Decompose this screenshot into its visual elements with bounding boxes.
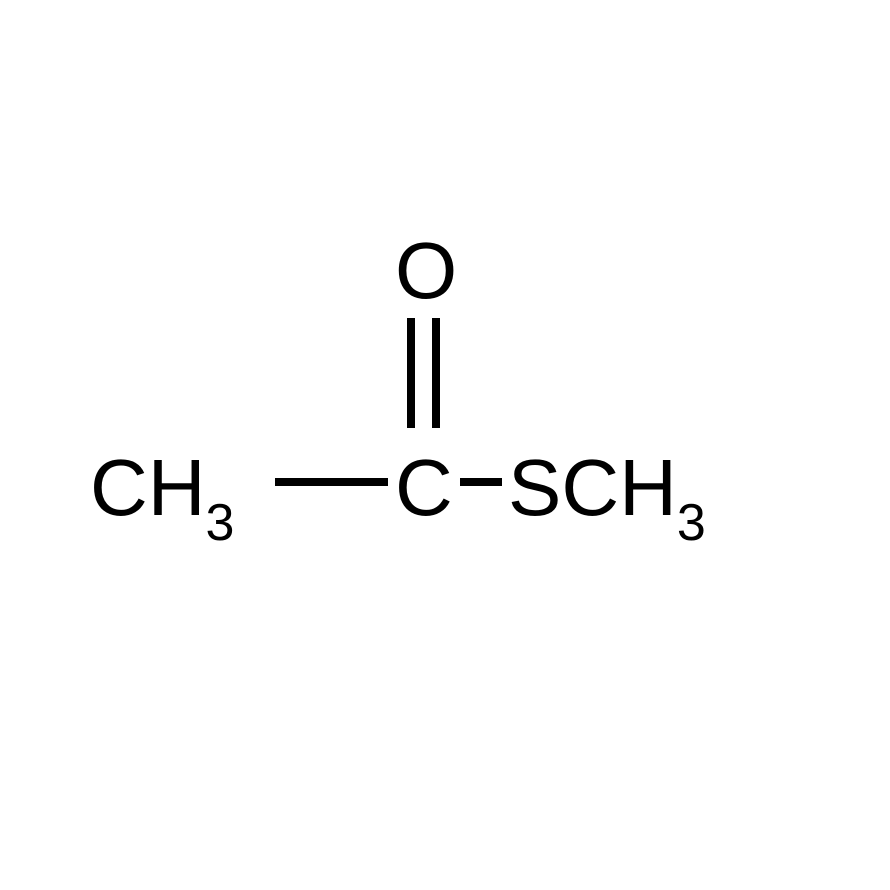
bond-c-o-double-right — [432, 318, 440, 428]
atom-right-thiomethyl-main: SCH — [508, 443, 677, 532]
atom-right-thiomethyl: SCH3 — [508, 442, 706, 545]
atom-central-carbon: C — [395, 442, 453, 534]
bond-ch3-c-single — [275, 478, 388, 486]
atom-right-thiomethyl-sub: 3 — [677, 494, 706, 552]
bond-c-sch3-single — [460, 478, 502, 486]
bond-c-o-double-left — [407, 318, 415, 428]
atom-oxygen: O — [395, 225, 457, 317]
atom-left-methyl: CH3 — [90, 442, 234, 545]
atom-left-methyl-sub: 3 — [206, 494, 235, 552]
atom-left-methyl-main: CH — [90, 443, 206, 532]
